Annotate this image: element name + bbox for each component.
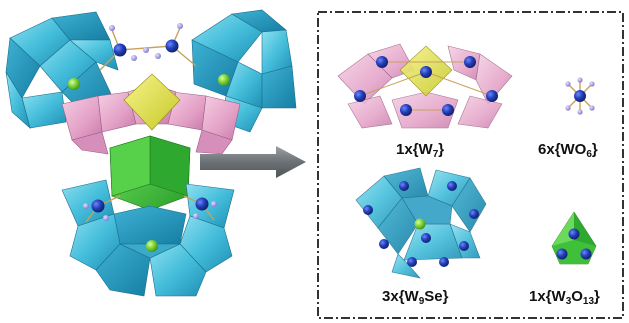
label-w3o13-count: 1x — [529, 288, 546, 305]
label-w9se-rest: Se} — [424, 288, 449, 305]
oxygen-atoms — [83, 23, 217, 221]
lower-cyan-block — [61, 179, 235, 297]
label-w7-count: 1x — [396, 141, 413, 158]
label-wo6-count: 6x — [538, 141, 555, 158]
label-w7: 1x{W7} — [396, 141, 444, 160]
w3o13-fragment — [551, 211, 597, 265]
label-w9se-formula: {W — [398, 288, 419, 305]
label-w3o13-formula: {W — [545, 288, 566, 305]
label-wo6-rest: } — [591, 141, 598, 158]
label-w7-formula: {W — [412, 141, 433, 158]
label-w3o13-rest: O — [571, 288, 583, 305]
green-w3o13-core — [109, 135, 191, 211]
label-w9se-sub: 9 — [418, 296, 425, 307]
upper-left-cyan-block — [5, 11, 119, 129]
label-wo6: 6x{WO6} — [538, 141, 598, 160]
selenium-atoms — [68, 74, 230, 252]
label-w9se-count: 3x — [382, 288, 399, 305]
label-w7-sub: 7 — [432, 149, 439, 160]
label-w3o13-rest2: } — [594, 288, 600, 305]
pink-w7-ring — [61, 73, 241, 155]
label-w3o13-sub: 3 — [565, 296, 572, 307]
wo6-fragment — [565, 77, 595, 115]
label-wo6-formula: {WO — [554, 141, 587, 158]
full-cluster — [5, 9, 297, 297]
label-w3o13-sub2: 13 — [582, 296, 595, 307]
w7-fragment — [337, 43, 513, 129]
w9se-fragment — [355, 167, 487, 279]
label-w9se: 3x{W9Se} — [382, 288, 448, 307]
label-w3o13: 1x{W3O13} — [529, 288, 600, 307]
label-w7-rest: } — [438, 141, 445, 158]
label-wo6-sub: 6 — [586, 149, 592, 160]
tungsten-atoms — [91, 39, 209, 213]
upper-right-cyan-block — [191, 9, 297, 133]
arrow-right-icon — [200, 146, 306, 178]
